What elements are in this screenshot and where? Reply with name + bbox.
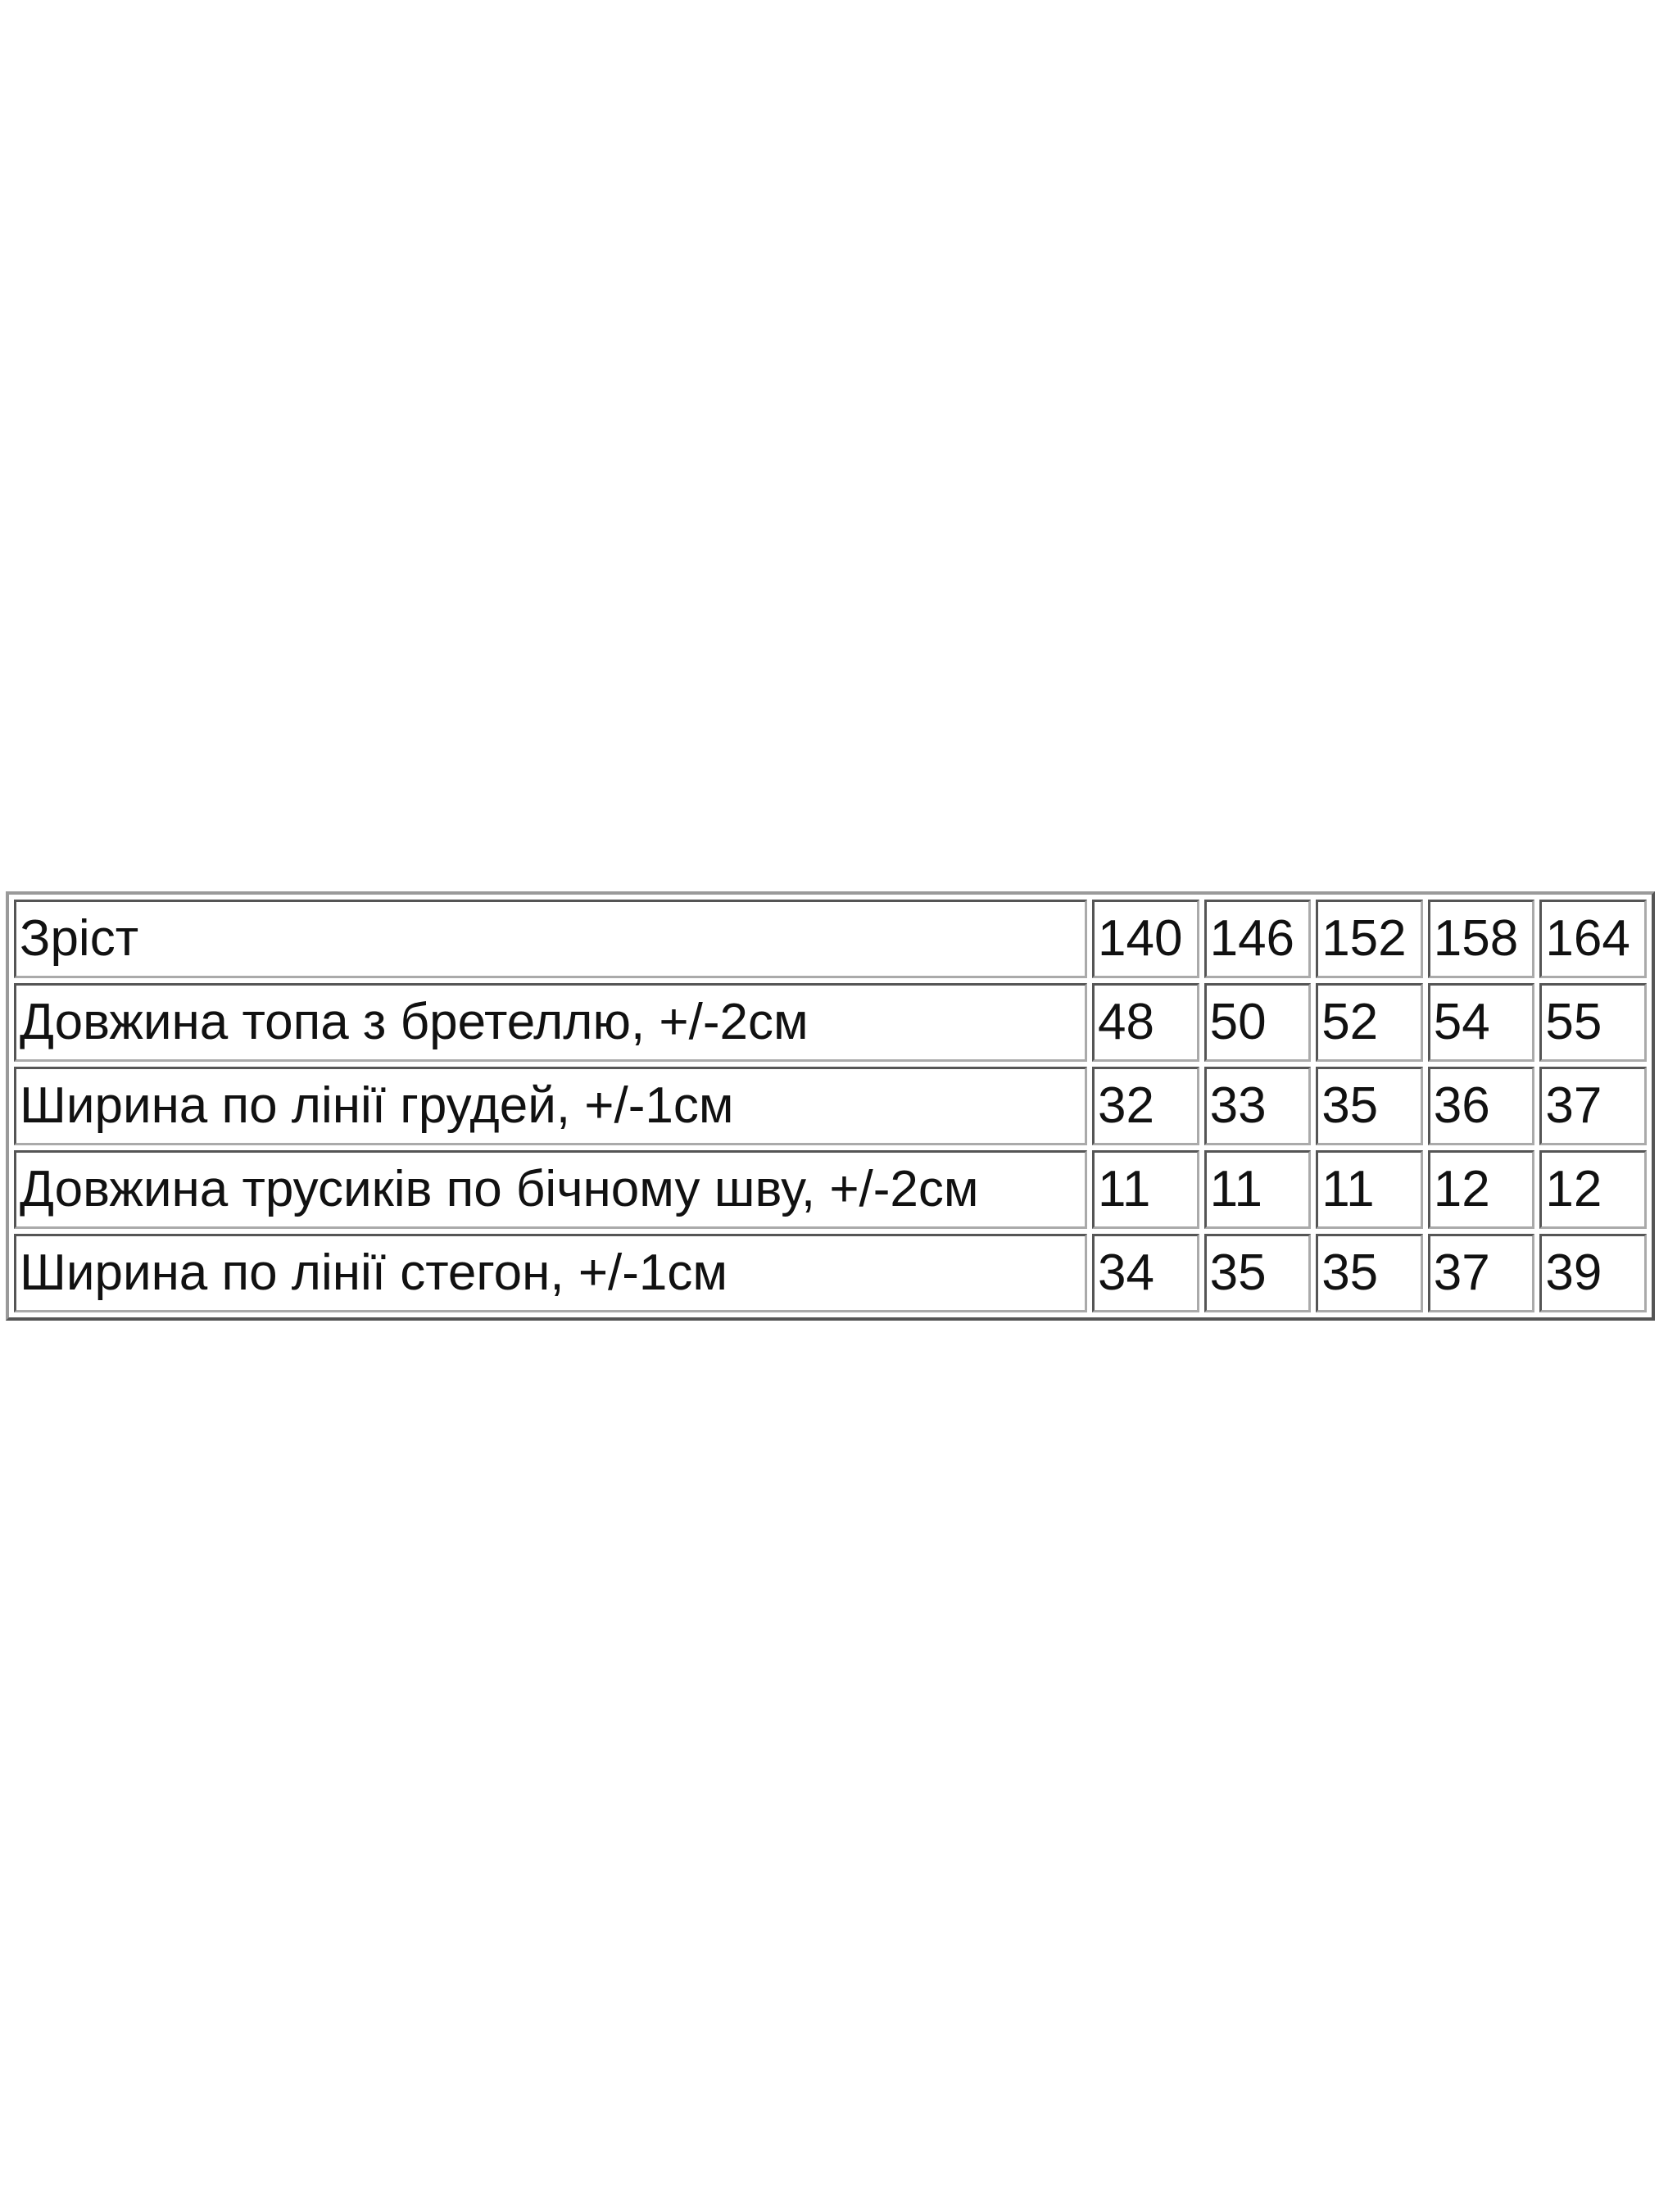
size-value: 34 [1092,1234,1199,1312]
row-label: Довжина топа з бретеллю, +/-2см [14,983,1087,1062]
size-value: 152 [1316,900,1423,978]
row-label: Зріст [14,900,1087,978]
size-value: 39 [1539,1234,1647,1312]
size-value: 146 [1203,900,1312,978]
size-value: 50 [1203,983,1312,1062]
size-value: 54 [1427,983,1535,1062]
table-row: Ширина по лінії стегон, +/-1см 34 35 35 37 39 [14,1234,1647,1312]
size-value: 12 [1427,1150,1535,1229]
table-row: Зріст 140 146 152 158 164 [14,900,1647,978]
size-value: 52 [1316,983,1423,1062]
size-value: 35 [1316,1067,1423,1145]
size-value: 140 [1092,900,1199,978]
size-value: 11 [1203,1150,1312,1229]
size-value: 32 [1092,1067,1199,1145]
table-row: Довжина топа з бретеллю, +/-2см 48 50 52 54 5… [14,983,1647,1062]
size-value: 164 [1539,900,1647,978]
size-value: 11 [1092,1150,1199,1229]
table-body: Зріст 140 146 152 158 164 Довжина топа з брете… [14,900,1647,1312]
row-label: Довжина трусиків по бічному шву, +/-2см [14,1150,1087,1229]
row-label: Ширина по лінії грудей, +/-1см [14,1067,1087,1145]
table-row: Довжина трусиків по бічному шву, +/-2см 1… [14,1150,1647,1229]
size-value: 37 [1539,1067,1647,1145]
size-value: 36 [1427,1067,1535,1145]
size-value: 35 [1203,1234,1312,1312]
size-value: 33 [1203,1067,1312,1145]
size-value: 12 [1539,1150,1647,1229]
table-row: Ширина по лінії грудей, +/-1см 32 33 35 36 37 [14,1067,1647,1145]
size-value: 48 [1092,983,1199,1062]
row-label: Ширина по лінії стегон, +/-1см [14,1234,1087,1312]
size-value: 35 [1316,1234,1423,1312]
size-value: 11 [1316,1150,1423,1229]
size-value: 158 [1427,900,1535,978]
size-table: Зріст 140 146 152 158 164 Довжина топа з брете… [6,891,1655,1321]
size-value: 55 [1539,983,1647,1062]
size-value: 37 [1427,1234,1535,1312]
